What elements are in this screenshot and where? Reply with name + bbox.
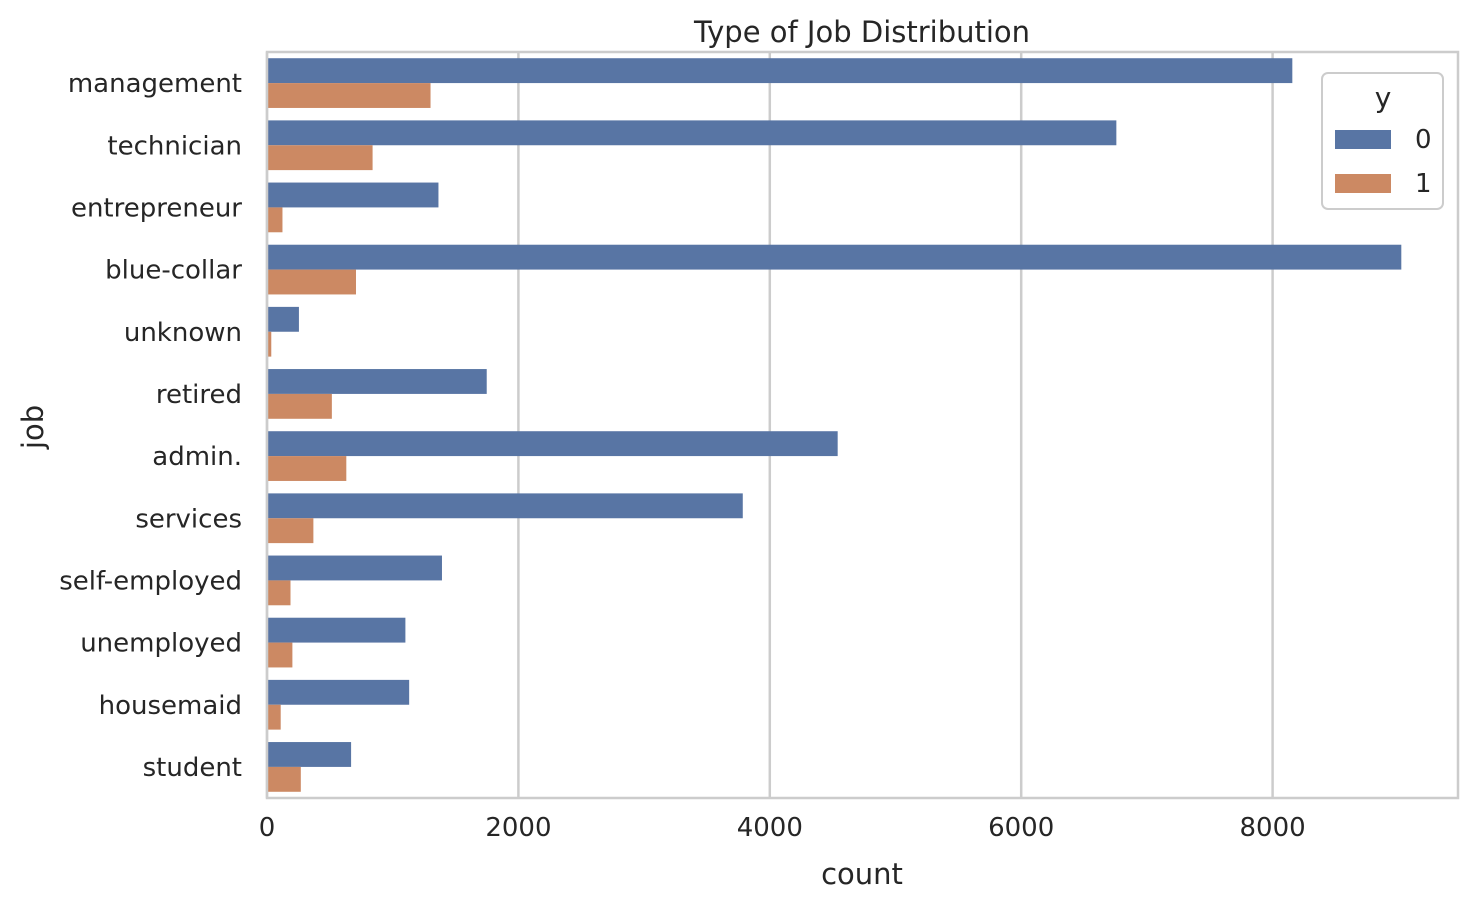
y-tick-label: housemaid (99, 691, 242, 721)
legend-label-0: 0 (1415, 125, 1432, 155)
y-tick-label: entrepreneur (71, 193, 242, 223)
x-tick-label: 6000 (988, 813, 1054, 843)
bar-blue-collar-y1 (267, 269, 356, 295)
bars (267, 58, 1402, 792)
x-tick-label: 8000 (1240, 813, 1306, 843)
x-axis-label: count (821, 857, 903, 891)
bar-unknown-y0 (267, 306, 299, 332)
legend-title: y (1375, 81, 1392, 114)
y-tick-label: management (68, 69, 242, 99)
bar-management-y1 (267, 83, 431, 108)
bar-self-employed-y0 (267, 555, 442, 581)
chart-title: Type of Job Distribution (693, 15, 1030, 49)
y-tick-label: student (143, 753, 242, 783)
bar-unemployed-y0 (267, 617, 406, 643)
y-tick-label: self-employed (59, 566, 242, 596)
bar-housemaid-y1 (267, 704, 281, 730)
bar-services-y0 (267, 493, 743, 519)
bar-admin.-y0 (267, 431, 838, 457)
x-tick-label: 4000 (737, 813, 803, 843)
bar-unknown-y1 (267, 331, 272, 357)
x-tick-labels: 0 2000 4000 6000 8000 (259, 813, 1306, 843)
y-tick-label: unknown (124, 318, 242, 348)
legend-swatch-1 (1335, 174, 1391, 193)
bar-student-y0 (267, 742, 352, 767)
x-tick-label: 2000 (485, 813, 551, 843)
bar-retired-y0 (267, 369, 487, 394)
bar-entrepreneur-y1 (267, 207, 283, 233)
bar-unemployed-y1 (267, 642, 293, 668)
bar-blue-collar-y0 (267, 244, 1402, 270)
x-tick-label: 0 (259, 813, 276, 843)
y-tick-label: blue-collar (105, 256, 242, 286)
y-axis-label: job (16, 405, 50, 450)
bar-self-employed-y1 (267, 580, 291, 606)
bar-technician-y1 (267, 145, 373, 171)
bar-housemaid-y0 (267, 679, 410, 705)
y-tick-label: retired (156, 380, 242, 410)
bar-management-y0 (267, 58, 1293, 84)
y-tick-label: unemployed (80, 629, 242, 659)
legend-label-1: 1 (1415, 169, 1432, 199)
bar-admin.-y1 (267, 456, 347, 481)
bar-student-y1 (267, 766, 301, 792)
bar-technician-y0 (267, 120, 1117, 146)
bar-retired-y1 (267, 393, 332, 419)
y-tick-label: technician (107, 131, 242, 161)
legend-swatch-0 (1335, 130, 1391, 149)
plot-frame (265, 50, 1460, 800)
bar-entrepreneur-y0 (267, 182, 439, 208)
bar-services-y1 (267, 518, 314, 544)
legend: y 0 1 (1321, 72, 1444, 210)
y-tick-label: admin. (152, 442, 242, 472)
y-tick-label: services (135, 504, 242, 534)
y-tick-labels: management technician entrepreneur blue-col… (59, 69, 242, 783)
